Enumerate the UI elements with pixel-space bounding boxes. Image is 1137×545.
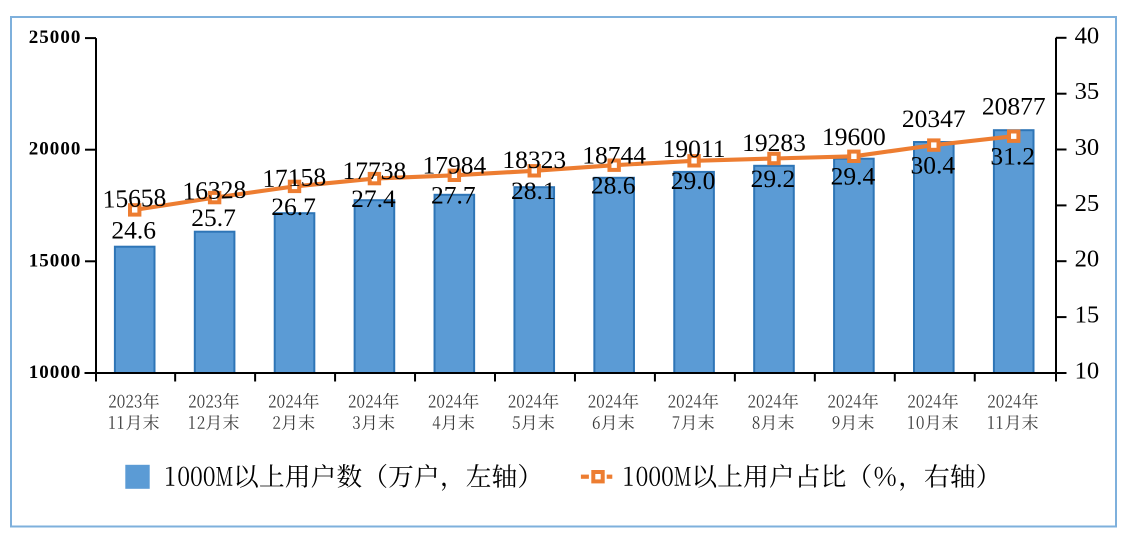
svg-text:30.4: 30.4 xyxy=(910,151,955,180)
svg-text:17984: 17984 xyxy=(422,151,486,180)
svg-text:17738: 17738 xyxy=(343,156,407,185)
svg-text:20000: 20000 xyxy=(29,139,81,160)
svg-text:25000: 25000 xyxy=(29,27,81,48)
svg-text:18323: 18323 xyxy=(502,145,566,174)
svg-text:27.4: 27.4 xyxy=(351,184,396,213)
svg-text:15000: 15000 xyxy=(29,250,81,271)
svg-text:31.2: 31.2 xyxy=(990,142,1035,171)
svg-text:10: 10 xyxy=(1075,357,1100,384)
svg-text:29.4: 29.4 xyxy=(831,162,876,191)
svg-text:18744: 18744 xyxy=(582,140,646,169)
svg-text:29.0: 29.0 xyxy=(671,166,716,195)
svg-text:28.1: 28.1 xyxy=(511,176,556,205)
svg-text:25.7: 25.7 xyxy=(191,203,236,232)
svg-text:16328: 16328 xyxy=(182,175,247,206)
svg-text:10000: 10000 xyxy=(29,362,81,383)
svg-text:17158: 17158 xyxy=(262,162,327,193)
svg-text:20: 20 xyxy=(1075,246,1100,273)
svg-text:19600: 19600 xyxy=(822,122,886,151)
svg-text:24.6: 24.6 xyxy=(111,215,156,244)
svg-text:28.6: 28.6 xyxy=(591,171,636,200)
svg-text:20877: 20877 xyxy=(982,92,1046,121)
svg-text:26.7: 26.7 xyxy=(271,192,316,221)
svg-text:15: 15 xyxy=(1075,302,1100,329)
svg-text:40: 40 xyxy=(1075,22,1100,49)
svg-text:19011: 19011 xyxy=(663,134,726,163)
svg-text:20347: 20347 xyxy=(902,104,966,133)
svg-text:15658: 15658 xyxy=(102,183,167,214)
svg-text:19283: 19283 xyxy=(742,128,806,157)
svg-text:35: 35 xyxy=(1075,78,1100,105)
svg-text:29.2: 29.2 xyxy=(751,164,796,193)
svg-text:25: 25 xyxy=(1075,190,1100,217)
svg-text:30: 30 xyxy=(1075,134,1100,161)
svg-text:27.7: 27.7 xyxy=(431,181,476,210)
